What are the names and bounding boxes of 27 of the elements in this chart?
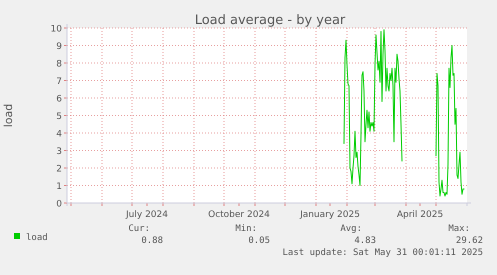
x-tick-label: April 2025: [396, 210, 444, 220]
y-tick-label: 1: [56, 182, 62, 192]
y-tick-label: 0: [56, 200, 62, 210]
x-tick-label: July 2024: [125, 210, 168, 220]
text: 0.88: [141, 236, 163, 246]
text: Avg:: [340, 224, 362, 234]
chart-title: Load average - by year: [194, 13, 346, 28]
y-tick-label: 4: [56, 130, 62, 140]
text: Min:: [235, 224, 257, 234]
text: Max:: [448, 224, 470, 234]
y-tick-label: 7: [56, 77, 62, 87]
y-tick-label: 8: [56, 60, 62, 70]
text: Cur:: [128, 224, 150, 234]
y-tick-label: 5: [56, 112, 62, 122]
y-tick-label: 10: [50, 24, 62, 34]
text: Last update: Sat May 31 00:01:11 2025: [282, 248, 483, 258]
y-tick-label: 9: [56, 42, 62, 52]
text: 0.05: [248, 236, 270, 246]
x-tick-label: October 2024: [208, 210, 270, 220]
text: 4.83: [354, 236, 376, 246]
x-tick-label: January 2025: [299, 210, 360, 220]
y-tick-label: 2: [56, 164, 62, 174]
text: 29.62: [456, 236, 483, 246]
y-axis-title: load: [2, 104, 15, 128]
y-tick-label: 3: [56, 147, 62, 157]
y-tick-label: 6: [56, 94, 62, 104]
legend-label: load: [26, 233, 48, 243]
